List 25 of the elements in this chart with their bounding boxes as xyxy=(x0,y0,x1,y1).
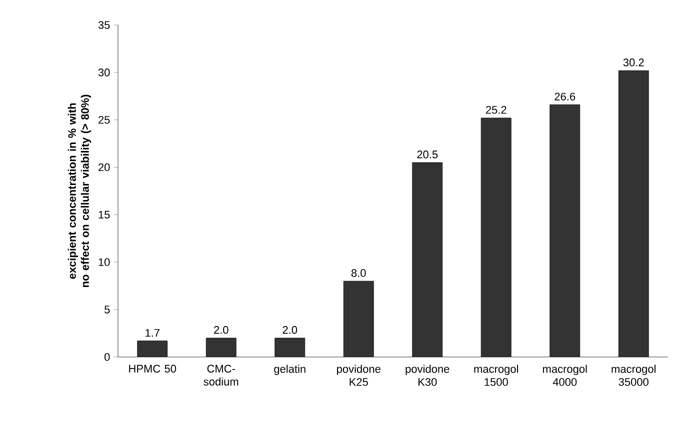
y-tick-label: 35 xyxy=(98,21,110,29)
y-tick-label: 10 xyxy=(98,258,110,266)
x-tick-label: macrogol 4000 xyxy=(542,364,587,386)
y-tick-label: 5 xyxy=(104,306,110,314)
data-label: 8.0 xyxy=(351,269,366,277)
y-axis-title: excipient concentration in % with no effect on cellular viability (> 80%) xyxy=(68,94,92,287)
y-tick-label: 15 xyxy=(98,210,110,219)
x-tick-label: povidone K30 xyxy=(406,364,450,386)
data-label: 2.0 xyxy=(214,326,228,334)
y-tick-label: 20 xyxy=(98,163,110,172)
y-tick-label: 25 xyxy=(98,116,110,124)
x-tick-label: macrogol 1500 xyxy=(474,364,518,386)
data-label: 26.6 xyxy=(554,92,576,100)
x-tick-label: povidone K25 xyxy=(337,364,380,386)
x-tick-label: HPMC 50 xyxy=(129,364,176,373)
x-tick-label: gelatin xyxy=(274,364,306,376)
data-label: 1.7 xyxy=(146,329,160,337)
x-tick-label: macrogol 35000 xyxy=(612,364,656,386)
x-tick-label: CMC-sodium xyxy=(204,364,238,386)
y-tick-label: 0 xyxy=(104,353,110,361)
data-label: 25.2 xyxy=(486,106,506,114)
data-label: 20.5 xyxy=(417,150,438,158)
data-label: 2.0 xyxy=(282,326,298,334)
y-tick-label: 30 xyxy=(98,68,110,76)
data-label: 30.2 xyxy=(623,58,644,66)
